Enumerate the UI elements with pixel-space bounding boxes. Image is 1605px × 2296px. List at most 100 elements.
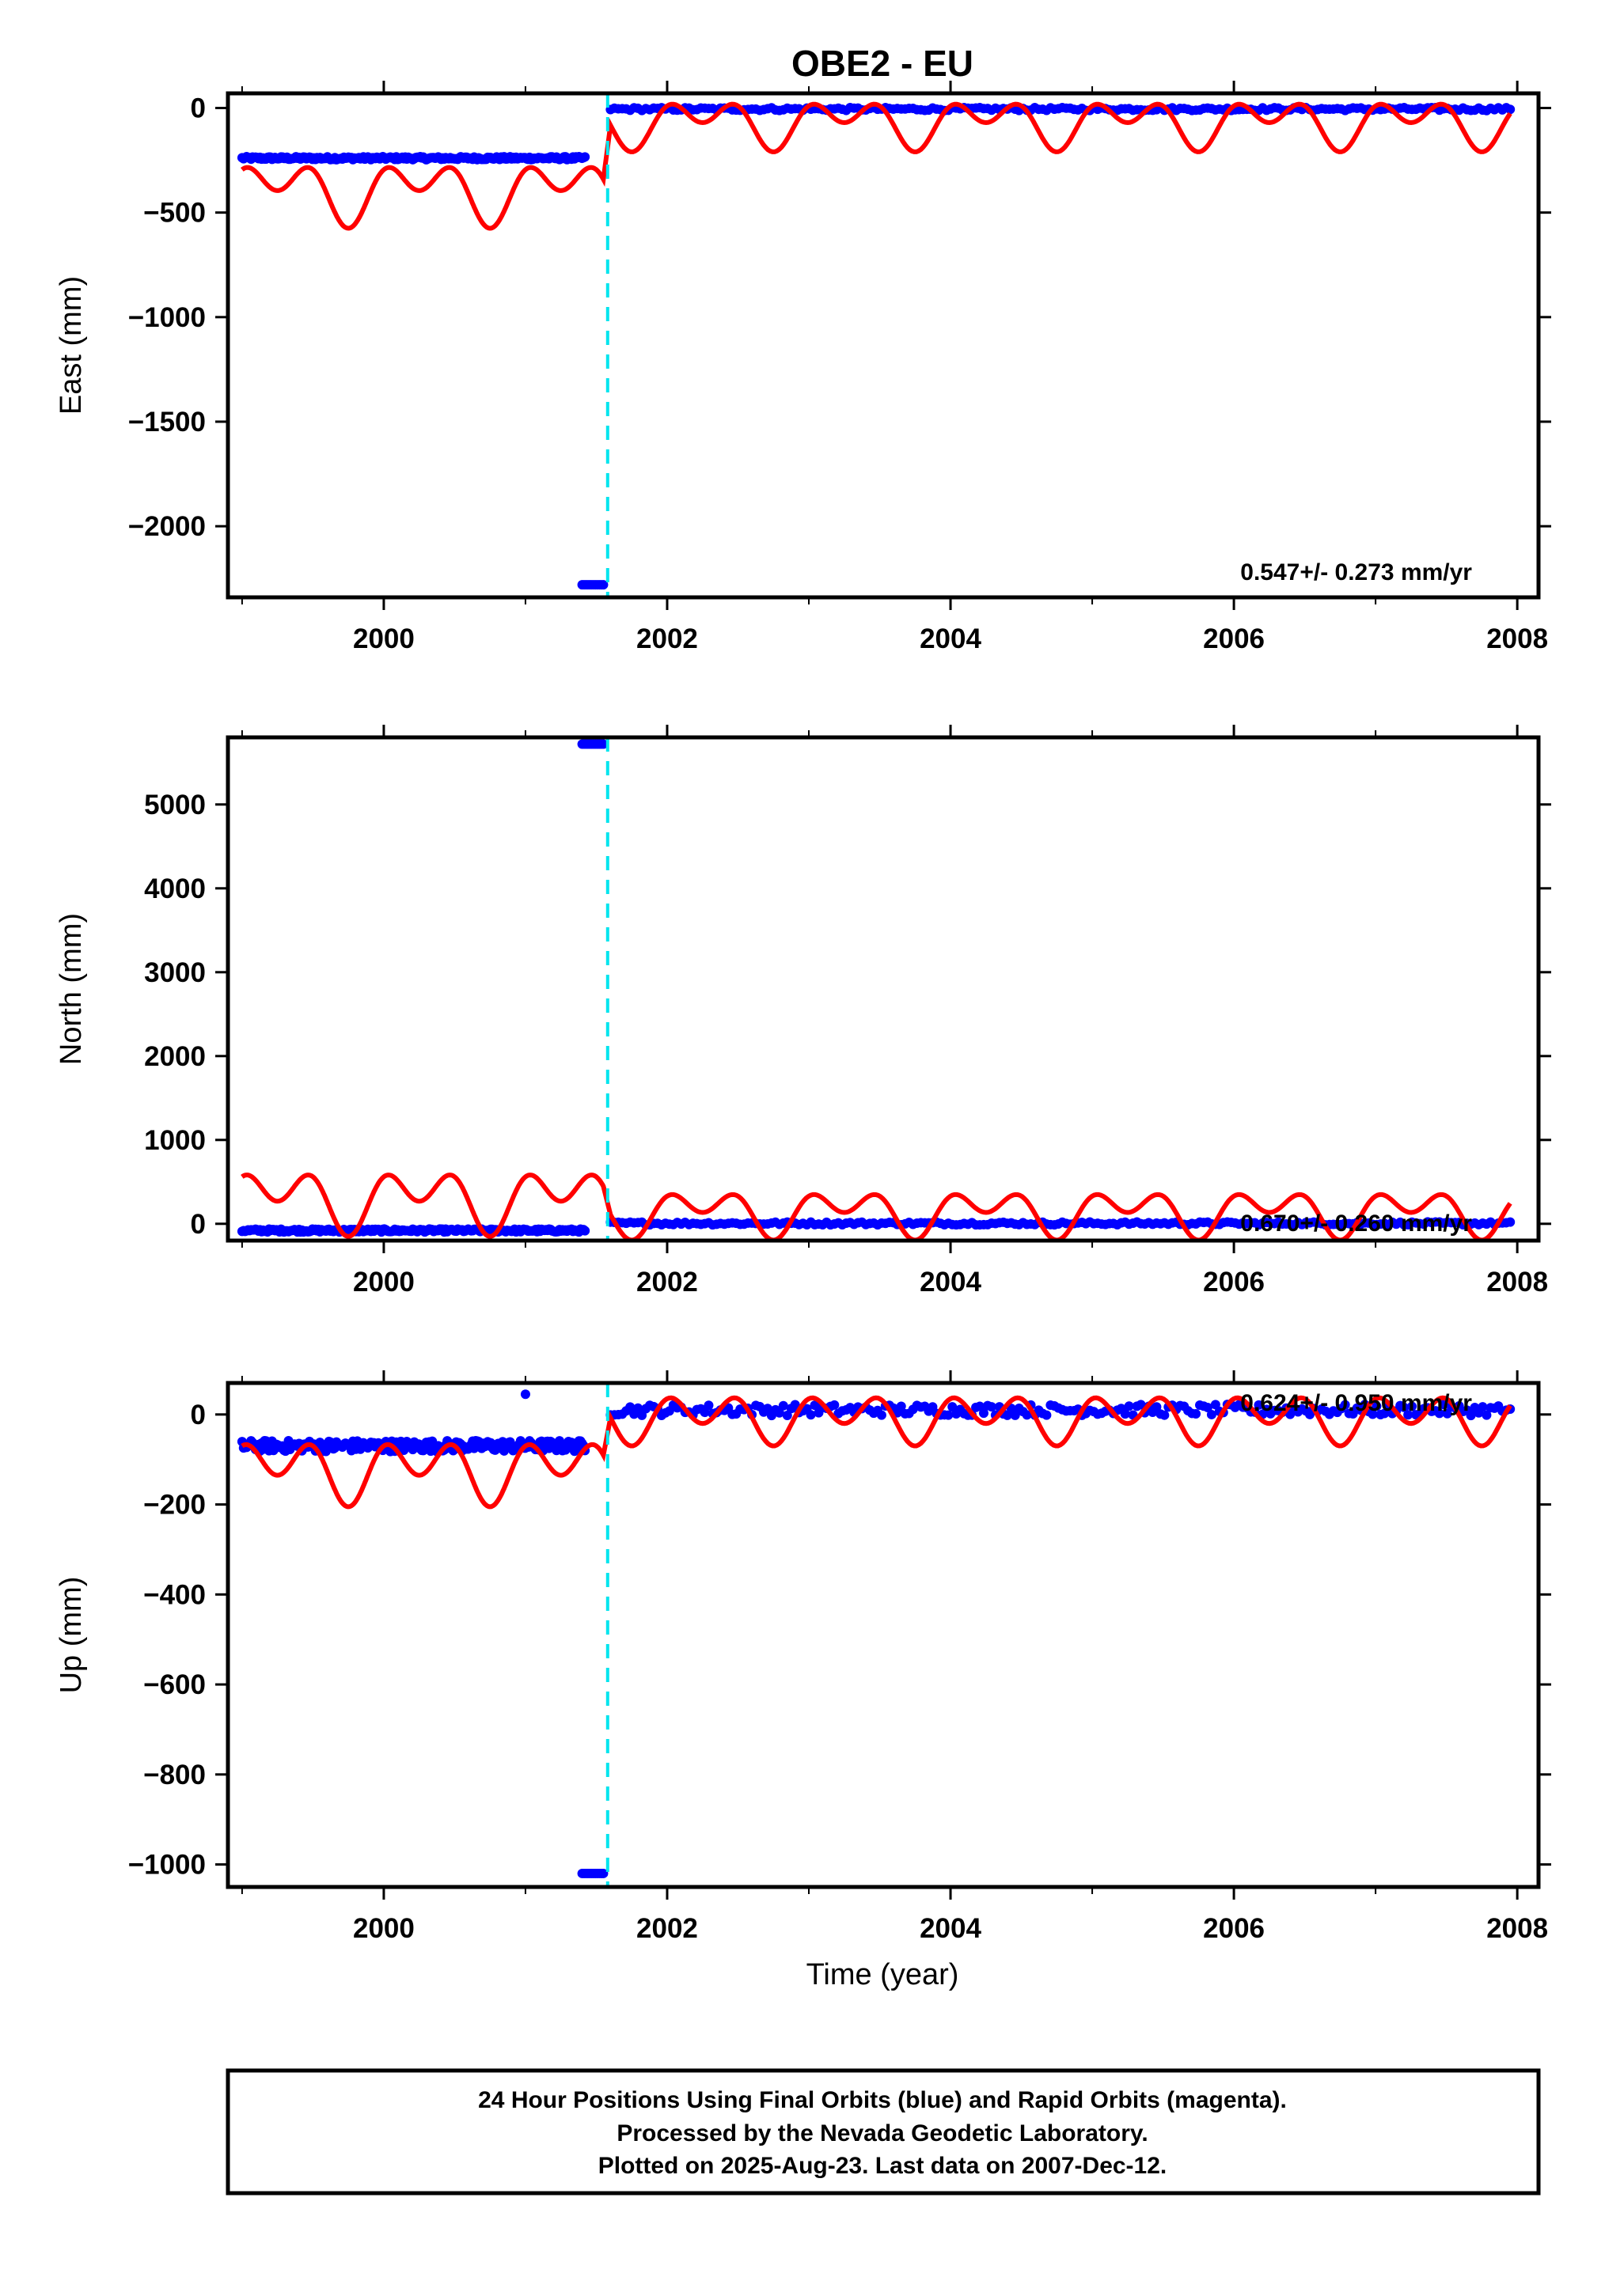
plot-frame: [226, 1381, 1541, 1889]
data-point: [1505, 1217, 1516, 1227]
data-point: [1372, 1401, 1382, 1411]
plot-area: [237, 1383, 1516, 1887]
x-tick-label: 2004: [920, 623, 981, 654]
data-point: [1002, 1410, 1012, 1420]
y-axis-label: Up (mm): [55, 1577, 88, 1694]
rate-annotation: 0.547+/- 0.273 mm/yr: [1240, 559, 1472, 585]
x-tick-label: 2008: [1486, 1913, 1548, 1944]
data-point: [774, 1408, 784, 1418]
data-point: [700, 1408, 710, 1418]
data-point: [943, 1410, 954, 1420]
data-point: [1010, 1410, 1020, 1420]
rate-annotation: 0.670+/- 0.260 mm/yr: [1240, 1211, 1472, 1237]
data-point: [1136, 1400, 1146, 1410]
y-tick-label: −600: [143, 1669, 206, 1700]
data-point: [580, 152, 590, 162]
y-tick-label: −400: [143, 1579, 206, 1610]
outlier-point: [598, 1868, 609, 1878]
y-axis-label: North (mm): [55, 913, 88, 1065]
x-tick-label: 2008: [1486, 623, 1548, 654]
y-tick-label: −800: [143, 1760, 206, 1790]
y-tick-label: 0: [191, 1209, 206, 1240]
data-point: [810, 1400, 820, 1411]
data-point: [1152, 1402, 1162, 1412]
panel-north: 2000 2002 2004 2006 2008 0 1000 2000 3000 4000 500…: [55, 725, 1551, 1298]
x-tick-label: 2006: [1203, 623, 1265, 654]
data-point: [1505, 104, 1516, 115]
chart-title: OBE2 - EU: [791, 43, 973, 84]
data-point: [1442, 1408, 1452, 1419]
data-point: [1340, 1400, 1350, 1410]
x-tick-label: 2000: [353, 1913, 415, 1944]
data-point: [1368, 1409, 1378, 1419]
y-tick-label: −2000: [128, 511, 206, 542]
x-tick-label: 2000: [353, 1267, 415, 1298]
rate-annotation: 0.624+/- 0.950 mm/yr: [1240, 1390, 1472, 1416]
x-tick-label: 2006: [1203, 1913, 1265, 1944]
outlier-point: [598, 739, 609, 749]
y-tick-label: 5000: [144, 790, 206, 820]
data-point: [1120, 1409, 1130, 1419]
y-tick-label: −1500: [128, 407, 206, 438]
data-point: [1206, 1409, 1216, 1419]
x-tick-label: 2004: [920, 1913, 981, 1944]
data-point: [778, 1400, 788, 1411]
data-point: [1482, 1410, 1492, 1420]
data-point: [1124, 1401, 1134, 1411]
data-point: [1466, 1411, 1476, 1421]
data-point: [625, 1402, 636, 1412]
data-point: [580, 1226, 590, 1236]
x-tick-label: 2002: [636, 1267, 698, 1298]
y-tick-label: 0: [191, 93, 206, 124]
panel-up: 2000 2002 2004 2006 2008 0 −200 −400 −600 −800 −10…: [55, 1370, 1551, 1944]
data-point: [782, 1411, 792, 1421]
data-point: [1202, 1402, 1212, 1412]
footer-line-1: 24 Hour Positions Using Final Orbits (bl…: [478, 2087, 1287, 2113]
data-point: [978, 1408, 988, 1419]
data-point: [947, 1402, 958, 1412]
y-axis-label: East (mm): [55, 276, 88, 415]
data-point: [1254, 1400, 1264, 1410]
footer-box: [226, 2068, 1541, 2196]
plot-frame: [226, 91, 1541, 600]
x-tick-label: 2008: [1486, 1267, 1548, 1298]
y-tick-label: 3000: [144, 957, 206, 988]
data-point: [1478, 1402, 1488, 1412]
data-point: [1434, 1408, 1444, 1419]
data-point: [829, 1400, 840, 1410]
panel-east: 2000 2002 2004 2006 2008 0 −500 −1000 −1500 −2000…: [55, 81, 1551, 654]
data-point: [1191, 1408, 1201, 1419]
data-point: [1438, 1400, 1448, 1410]
x-tick-label: 2006: [1203, 1267, 1265, 1298]
data-point: [986, 1402, 996, 1412]
x-tick-label: 2002: [636, 1913, 698, 1944]
data-point: [896, 1401, 906, 1411]
outlier-point: [520, 1389, 530, 1400]
data-point: [1022, 1410, 1032, 1420]
data-point: [1379, 1408, 1390, 1419]
x-tick-label: 2004: [920, 1267, 981, 1298]
y-tick-label: −200: [143, 1490, 206, 1521]
data-point: [1042, 1410, 1052, 1420]
y-tick-label: −1000: [128, 1850, 206, 1881]
y-tick-label: −500: [143, 198, 206, 229]
x-axis-label: Time (year): [806, 1958, 959, 1991]
data-point: [790, 1400, 800, 1410]
plot-area: [237, 93, 1516, 597]
model-curve: [241, 101, 1512, 231]
y-tick-label: 4000: [144, 873, 206, 904]
data-point: [806, 1410, 816, 1420]
x-tick-label: 2000: [353, 623, 415, 654]
y-tick-label: 0: [191, 1400, 206, 1430]
y-tick-label: 1000: [144, 1125, 206, 1156]
data-point: [1399, 1402, 1410, 1412]
footer-line-3: Plotted on 2025-Aug-23. Last data on 200…: [598, 2153, 1167, 2179]
data-point: [876, 1410, 886, 1420]
y-tick-label: 2000: [144, 1041, 206, 1072]
data-point: [1159, 1410, 1170, 1420]
data-point: [633, 1403, 643, 1413]
y-tick-label: −1000: [128, 302, 206, 333]
data-point: [704, 1400, 714, 1411]
data-point: [1407, 1401, 1417, 1411]
